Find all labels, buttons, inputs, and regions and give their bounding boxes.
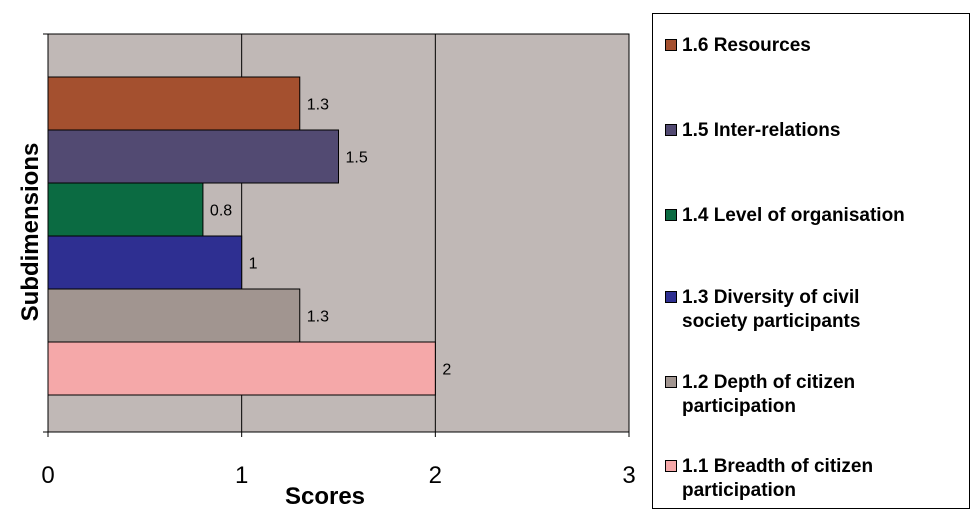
bar-value-label: 1.5 bbox=[346, 150, 368, 167]
x-tick-label: 0 bbox=[41, 462, 54, 489]
bar-chart: 2 1.3 1 0.8 1.5 1.3 0 1 2 3 Scores Subdimensions bbox=[17, 33, 636, 510]
legend-label: 1.3 Diversity of civil society participa… bbox=[682, 287, 861, 332]
legend-swatch bbox=[665, 39, 677, 51]
x-axis-title: Scores bbox=[285, 483, 365, 510]
legend: 1.6 Resources 1.5 Inter-relations 1.4 Le… bbox=[652, 13, 970, 509]
legend-swatch bbox=[665, 291, 677, 303]
legend-item-depth: 1.2 Depth of citizen participation bbox=[665, 371, 855, 419]
x-tick-label: 1 bbox=[235, 462, 248, 489]
legend-item-resources: 1.6 Resources bbox=[665, 34, 811, 58]
legend-item-inter-relations: 1.5 Inter-relations bbox=[665, 119, 840, 143]
legend-item-breadth: 1.1 Breadth of citizen participation bbox=[665, 455, 873, 503]
legend-swatch bbox=[665, 376, 677, 388]
y-axis-title: Subdimensions bbox=[17, 143, 44, 322]
legend-swatch bbox=[665, 124, 677, 136]
bars-group bbox=[47, 76, 436, 396]
x-tick-label: 3 bbox=[622, 462, 635, 489]
legend-swatch bbox=[665, 460, 677, 472]
axes-group: 0 1 2 3 bbox=[41, 33, 636, 489]
legend-label: 1.5 Inter-relations bbox=[682, 120, 841, 141]
bar bbox=[47, 235, 243, 290]
legend-label: 1.2 Depth of citizen participation bbox=[682, 372, 856, 417]
legend-swatch bbox=[665, 209, 677, 221]
bar-value-label: 1 bbox=[249, 256, 258, 273]
bar-value-label: 1.3 bbox=[307, 97, 329, 114]
legend-item-level-of-organisation: 1.4 Level of organisation bbox=[665, 204, 905, 228]
bar-value-label: 2 bbox=[442, 362, 451, 379]
bar bbox=[47, 341, 436, 396]
value-labels-group: 2 1.3 1 0.8 1.5 1.3 bbox=[210, 97, 451, 379]
legend-item-diversity: 1.3 Diversity of civil society participa… bbox=[665, 286, 860, 334]
bar-value-label: 0.8 bbox=[210, 203, 232, 220]
legend-label: 1.4 Level of organisation bbox=[682, 205, 905, 226]
bar bbox=[47, 182, 204, 237]
bar-value-label: 1.3 bbox=[307, 309, 329, 326]
x-tick-label: 2 bbox=[429, 462, 442, 489]
legend-label: 1.1 Breadth of citizen participation bbox=[682, 456, 874, 501]
bar bbox=[47, 76, 301, 131]
bar bbox=[47, 288, 301, 343]
bar bbox=[47, 129, 339, 184]
legend-label: 1.6 Resources bbox=[682, 35, 811, 56]
